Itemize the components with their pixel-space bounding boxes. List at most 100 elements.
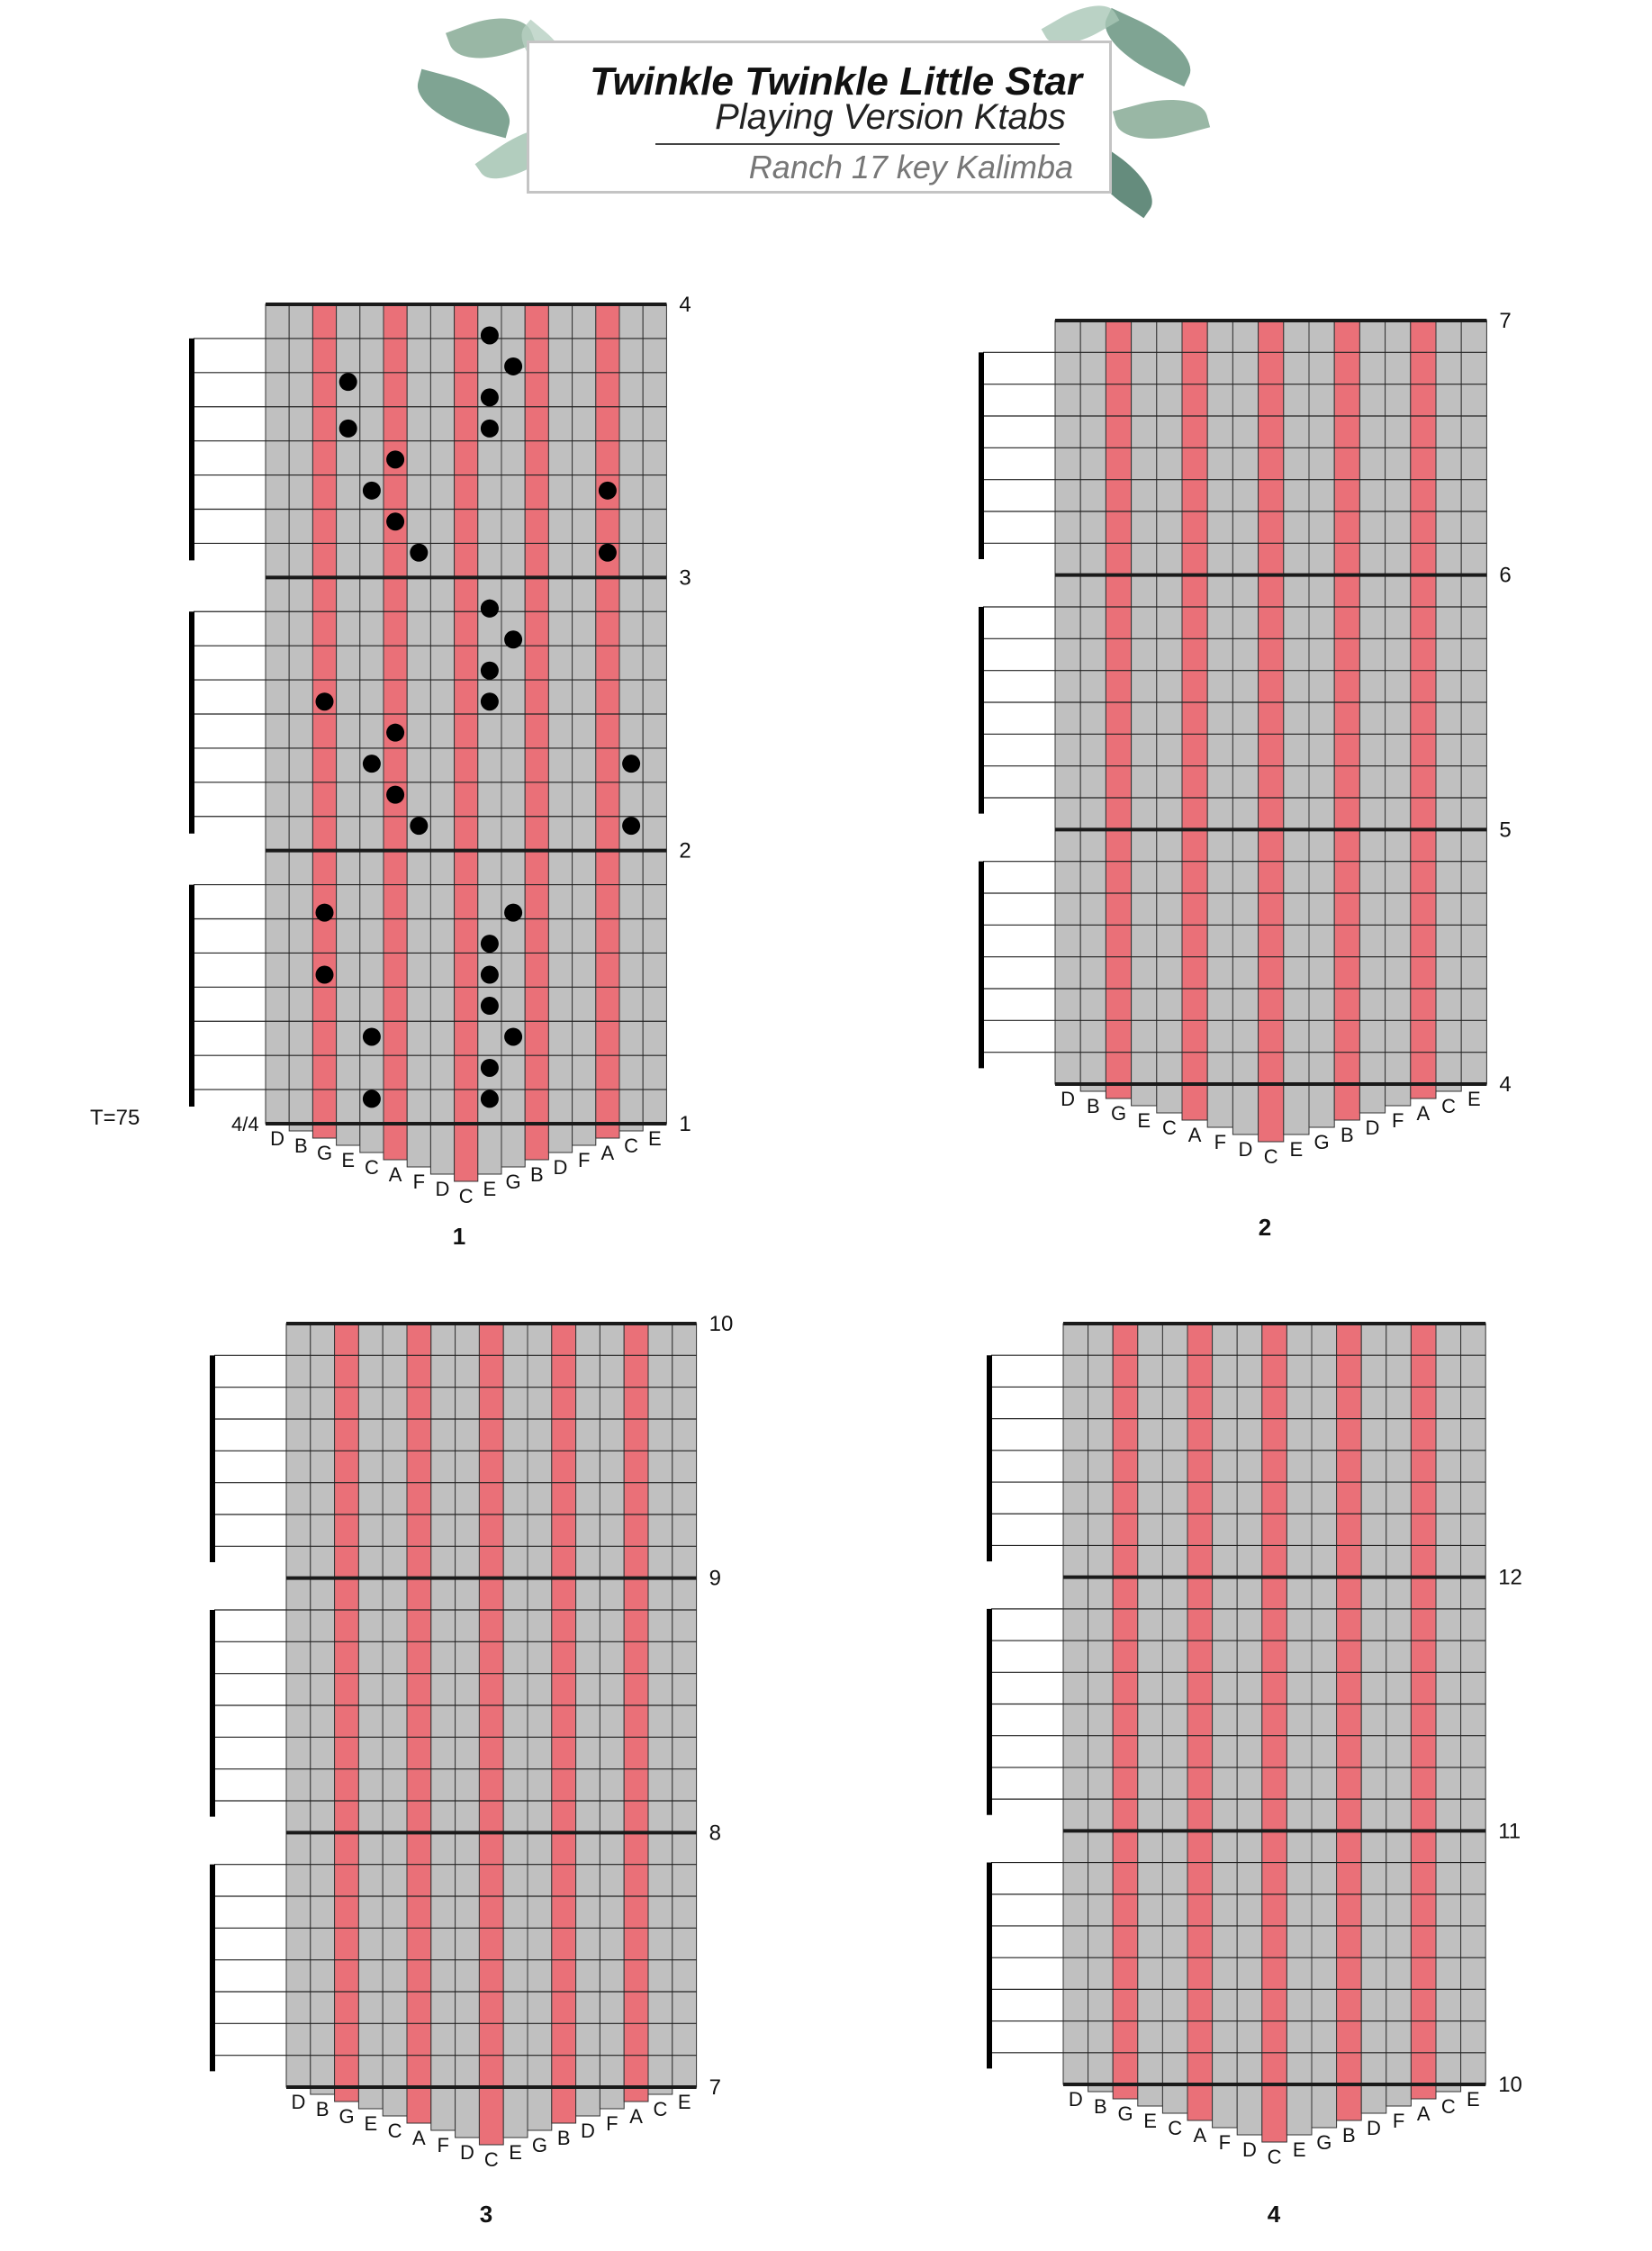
- tine-column: [310, 1323, 336, 2095]
- tine-label: G: [1314, 1131, 1330, 1153]
- tine-column: [1410, 1323, 1437, 2100]
- tine-label: E: [1467, 1088, 1481, 1110]
- panel-number: 2: [1259, 1214, 1271, 1241]
- note-dot: [504, 357, 523, 375]
- bar-number: 4: [1499, 1072, 1511, 1097]
- bar-number: 1: [679, 1112, 691, 1136]
- tine-column: [357, 1323, 384, 2110]
- note-dot: [504, 630, 523, 649]
- tine-column: [1206, 320, 1233, 1128]
- tine-label: A: [1417, 1102, 1431, 1125]
- tine-label: B: [1087, 1095, 1100, 1117]
- tine-column: [1181, 320, 1208, 1121]
- tine-label: F: [1219, 2131, 1231, 2154]
- tine-label: E: [1293, 2138, 1306, 2161]
- note-dot: [362, 755, 381, 773]
- bar-number: 10: [709, 1312, 734, 1336]
- tine-column: [1336, 1323, 1362, 2121]
- tine-column: [1385, 320, 1412, 1107]
- tine-label: D: [1242, 2138, 1257, 2161]
- note-dot: [598, 481, 617, 500]
- tine-column: [527, 1323, 553, 2131]
- tine-column: [1232, 320, 1259, 1135]
- tine-column: [311, 303, 338, 1139]
- tine-label: C: [388, 2120, 402, 2142]
- tine-column: [1156, 320, 1183, 1114]
- tine-column: [1311, 1323, 1338, 2129]
- tine-column: [1308, 320, 1335, 1128]
- tine-label: F: [606, 2112, 618, 2135]
- tine-column: [406, 303, 431, 1168]
- tine-column: [430, 1323, 456, 2131]
- tine-label: D: [1239, 1138, 1253, 1161]
- tine-column: [1137, 1323, 1163, 2107]
- note-dot: [362, 1027, 381, 1046]
- note-dot: [362, 481, 381, 500]
- song-subtitle: Playing Version Ktabs: [715, 97, 1066, 137]
- note-dot: [480, 1089, 499, 1108]
- tine-column: [1359, 320, 1386, 1114]
- tine-column: [406, 1323, 432, 2124]
- tine-label: E: [678, 2091, 691, 2113]
- tine-column: [1079, 320, 1106, 1092]
- note-dot: [410, 543, 429, 562]
- tine-label: G: [506, 1171, 521, 1193]
- tine-label: G: [339, 2105, 354, 2128]
- note-dot: [622, 755, 641, 773]
- song-title: Twinkle Twinkle Little Star: [590, 59, 1082, 104]
- tine-label: E: [341, 1149, 355, 1171]
- time-signature: 4/4: [231, 1113, 259, 1135]
- tine-column: [595, 303, 620, 1139]
- note-dot: [410, 817, 429, 836]
- tine-label: A: [601, 1142, 615, 1164]
- note-dot: [622, 817, 641, 836]
- tine-label: E: [648, 1127, 662, 1150]
- tine-column: [524, 303, 549, 1161]
- note-dot: [386, 450, 405, 469]
- tine-label: C: [1162, 1116, 1177, 1139]
- note-dot: [315, 965, 334, 984]
- note-dot: [504, 903, 523, 922]
- tine-label: C: [1441, 1095, 1456, 1117]
- tine-label: D: [460, 2141, 474, 2164]
- tine-label: F: [1214, 1131, 1226, 1153]
- note-dot: [504, 1027, 523, 1046]
- title-card: Twinkle Twinkle Little Star Playing Vers…: [527, 41, 1112, 194]
- note-dot: [386, 512, 405, 531]
- tine-label: D: [291, 2091, 305, 2113]
- tine-column: [1333, 320, 1360, 1121]
- tine-label: A: [1417, 2102, 1431, 2125]
- tine-label: B: [316, 2098, 329, 2120]
- note-dot: [339, 373, 357, 392]
- tine-label: F: [437, 2134, 448, 2156]
- tine-label: B: [530, 1163, 544, 1186]
- tine-column: [334, 1323, 359, 2102]
- tine-label: F: [1392, 1109, 1404, 1132]
- note-dot: [480, 965, 499, 984]
- tine-label: C: [653, 2098, 667, 2120]
- note-dot: [480, 935, 499, 954]
- tine-label: C: [365, 1156, 379, 1179]
- tine-label: A: [629, 2105, 643, 2128]
- tine-label: C: [1264, 1145, 1278, 1168]
- tine-column: [1161, 1323, 1188, 2114]
- note-dot: [386, 723, 405, 742]
- tine-label: A: [1193, 2124, 1206, 2147]
- tine-column: [1088, 1323, 1114, 2093]
- note-dot: [480, 419, 499, 438]
- bar-number: 4: [679, 293, 691, 317]
- tine-column: [454, 303, 479, 1182]
- note-dot: [480, 661, 499, 680]
- tine-column: [1435, 1323, 1462, 2093]
- tine-label: E: [509, 2141, 522, 2164]
- note-dot: [480, 997, 499, 1016]
- tine-label: E: [1467, 2088, 1480, 2111]
- tine-column: [359, 303, 384, 1153]
- tine-label: G: [1316, 2131, 1332, 2154]
- tine-column: [478, 1323, 504, 2146]
- tine-column: [1258, 320, 1285, 1143]
- tine-label: E: [483, 1178, 497, 1200]
- tine-column: [429, 303, 456, 1175]
- tine-column: [501, 303, 526, 1168]
